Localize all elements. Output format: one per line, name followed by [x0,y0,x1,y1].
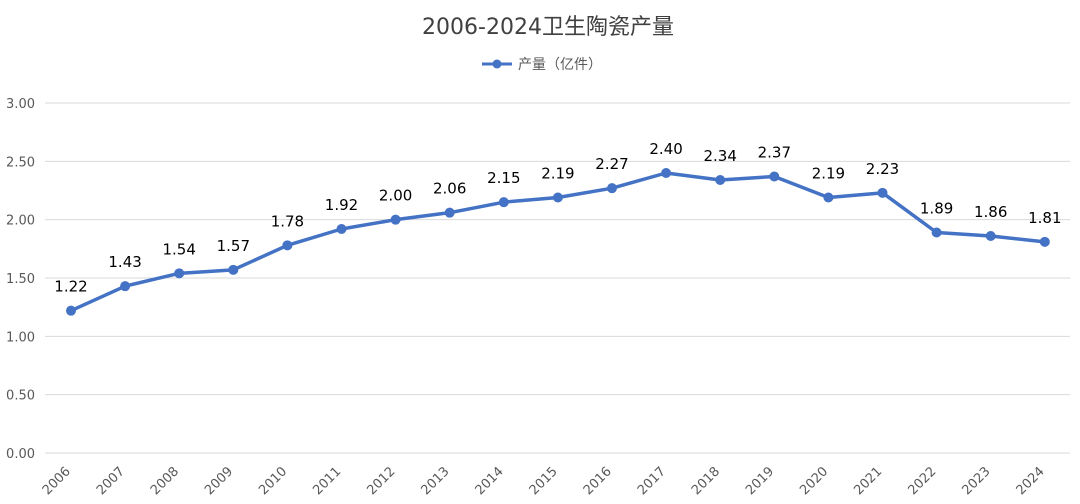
data-label: 2.00 [379,187,412,205]
x-tick-label: 2024 [1014,464,1048,498]
data-point [607,183,617,194]
x-tick-label: 2019 [743,464,777,498]
data-point [66,305,76,316]
data-point [877,187,888,198]
x-tick-label: 2018 [689,464,723,498]
data-label: 2.19 [541,165,574,183]
x-tick-label: 2011 [310,464,344,498]
y-tick-label: 0.00 [6,447,35,462]
x-tick-label: 2013 [419,464,453,498]
series-layer [66,168,1050,316]
x-tick-label: 2007 [94,464,128,498]
x-tick-label: 2015 [527,464,561,498]
data-point [931,227,942,238]
x-tick-label: 2020 [797,464,831,498]
x-tick-label: 2009 [202,464,236,498]
x-tick-label: 2022 [905,464,939,498]
data-point [390,214,401,225]
data-label: 1.22 [54,278,87,296]
data-label: 2.15 [487,169,520,187]
data-label: 1.86 [974,203,1007,221]
data-point [120,281,131,292]
y-tick-label: 3.00 [6,97,35,112]
y-tick-label: 2.00 [6,214,35,229]
y-tick-label: 0.50 [6,389,35,404]
x-tick-label: 2016 [581,464,615,498]
data-label: 2.34 [703,147,736,165]
data-point [552,192,563,203]
data-point [1039,236,1050,247]
data-label: 1.81 [1028,209,1061,227]
data-point [985,231,996,241]
data-label: 1.89 [920,200,953,218]
data-label: 2.06 [433,180,466,198]
data-label: 1.78 [271,212,304,230]
data-label: 2.23 [866,160,899,178]
chart-title: 2006-2024卫生陶瓷产量 [422,15,674,40]
data-point [823,192,834,203]
x-tick-label: 2021 [851,464,885,498]
data-point [769,171,780,182]
data-point [444,207,455,218]
data-label: 1.57 [217,237,250,255]
data-point [498,197,509,208]
data-point [715,175,726,185]
data-label: 2.40 [649,140,682,158]
data-label: 1.43 [108,253,141,271]
x-tick-label: 2006 [40,464,74,498]
data-labels: 1.22 1.43 1.54 1.57 1.78 1.92 2.00 2.06 2.15 2.19… [54,140,1061,296]
x-tick-label: 2010 [256,464,290,498]
x-axis-ticks: 2006 2007 2008 2009 2010 2011 2012 2013 2014 2015… [40,464,1048,498]
y-tick-label: 1.50 [6,272,35,287]
data-label: 1.54 [162,240,195,258]
legend-label: 产量（亿件） [518,57,602,73]
data-point [661,168,672,178]
y-axis-ticks: 0.00 0.50 1.00 1.50 2.00 2.50 3.00 [6,97,35,462]
x-tick-label: 2023 [960,464,994,498]
x-tick-label: 2008 [148,464,182,498]
legend-dot-marker [492,59,502,69]
data-point [336,224,347,234]
data-label: 1.92 [325,196,358,214]
x-tick-label: 2014 [473,464,507,498]
data-point [228,264,239,275]
data-label: 2.27 [595,155,628,173]
legend: 产量（亿件） [482,57,602,73]
data-point [282,240,293,251]
x-tick-label: 2017 [635,464,669,498]
data-label: 2.37 [758,144,791,162]
x-tick-label: 2012 [364,464,398,498]
data-point [174,268,185,279]
y-tick-label: 1.00 [6,330,35,345]
gridlines [45,102,1070,454]
y-tick-label: 2.50 [6,155,35,170]
data-label: 2.19 [812,165,845,183]
